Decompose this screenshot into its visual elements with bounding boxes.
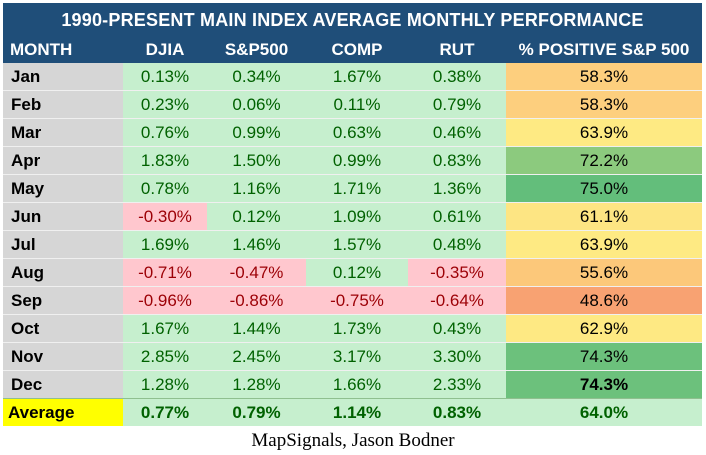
cell-sp500: 0.99% bbox=[207, 119, 306, 146]
cell-sp500: 2.45% bbox=[207, 343, 306, 370]
average-rut: 0.83% bbox=[408, 399, 506, 426]
cell-djia: 0.76% bbox=[123, 119, 207, 146]
cell-comp: 1.73% bbox=[306, 315, 408, 342]
cell-pct-positive: 72.2% bbox=[506, 147, 702, 174]
table-title: 1990-PRESENT MAIN INDEX AVERAGE MONTHLY … bbox=[3, 3, 702, 37]
cell-sp500: 1.28% bbox=[207, 371, 306, 398]
month-label: May bbox=[3, 175, 123, 202]
average-pct-positive: 64.0% bbox=[506, 399, 702, 426]
cell-comp: 1.66% bbox=[306, 371, 408, 398]
cell-djia: 0.23% bbox=[123, 91, 207, 118]
cell-sp500: 1.50% bbox=[207, 147, 306, 174]
cell-rut: -0.64% bbox=[408, 287, 506, 314]
month-label: Aug bbox=[3, 259, 123, 286]
cell-pct-positive: 75.0% bbox=[506, 175, 702, 202]
cell-djia: 1.28% bbox=[123, 371, 207, 398]
cell-djia: -0.96% bbox=[123, 287, 207, 314]
cell-pct-positive: 63.9% bbox=[506, 231, 702, 258]
header-comp: COMP bbox=[306, 37, 408, 63]
cell-djia: 0.13% bbox=[123, 63, 207, 90]
cell-rut: 2.33% bbox=[408, 371, 506, 398]
cell-pct-positive: 48.6% bbox=[506, 287, 702, 314]
cell-sp500: 0.12% bbox=[207, 203, 306, 230]
header-djia: DJIA bbox=[123, 37, 207, 63]
month-label: Feb bbox=[3, 91, 123, 118]
cell-pct-positive: 74.3% bbox=[506, 371, 702, 398]
cell-comp: 1.71% bbox=[306, 175, 408, 202]
cell-comp: 0.99% bbox=[306, 147, 408, 174]
month-label: Nov bbox=[3, 343, 123, 370]
cell-comp: 1.67% bbox=[306, 63, 408, 90]
cell-rut: 0.38% bbox=[408, 63, 506, 90]
month-label: Oct bbox=[3, 315, 123, 342]
cell-sp500: 1.46% bbox=[207, 231, 306, 258]
cell-pct-positive: 61.1% bbox=[506, 203, 702, 230]
cell-comp: -0.75% bbox=[306, 287, 408, 314]
average-separator bbox=[3, 398, 702, 399]
cell-sp500: 1.44% bbox=[207, 315, 306, 342]
cell-pct-positive: 74.3% bbox=[506, 343, 702, 370]
cell-comp: 1.57% bbox=[306, 231, 408, 258]
cell-rut: 0.61% bbox=[408, 203, 506, 230]
cell-rut: 3.30% bbox=[408, 343, 506, 370]
month-label: Jun bbox=[3, 203, 123, 230]
cell-pct-positive: 58.3% bbox=[506, 91, 702, 118]
cell-comp: 0.11% bbox=[306, 91, 408, 118]
cell-djia: 0.78% bbox=[123, 175, 207, 202]
cell-rut: 0.79% bbox=[408, 91, 506, 118]
average-comp: 1.14% bbox=[306, 399, 408, 426]
cell-rut: 0.48% bbox=[408, 231, 506, 258]
cell-sp500: -0.47% bbox=[207, 259, 306, 286]
cell-comp: 1.09% bbox=[306, 203, 408, 230]
average-sp500: 0.79% bbox=[207, 399, 306, 426]
average-djia: 0.77% bbox=[123, 399, 207, 426]
header-sp500: S&P500 bbox=[207, 37, 306, 63]
month-label: Dec bbox=[3, 371, 123, 398]
cell-rut: 0.43% bbox=[408, 315, 506, 342]
month-label: Mar bbox=[3, 119, 123, 146]
cell-comp: 0.63% bbox=[306, 119, 408, 146]
header-pct-positive: % POSITIVE S&P 500 bbox=[506, 37, 702, 63]
cell-pct-positive: 63.9% bbox=[506, 119, 702, 146]
cell-pct-positive: 55.6% bbox=[506, 259, 702, 286]
month-label: Sep bbox=[3, 287, 123, 314]
cell-djia: 2.85% bbox=[123, 343, 207, 370]
cell-djia: 1.69% bbox=[123, 231, 207, 258]
cell-sp500: -0.86% bbox=[207, 287, 306, 314]
header-month: MONTH bbox=[3, 37, 123, 63]
cell-rut: 0.83% bbox=[408, 147, 506, 174]
cell-pct-positive: 62.9% bbox=[506, 315, 702, 342]
header-rut: RUT bbox=[408, 37, 506, 63]
cell-comp: 3.17% bbox=[306, 343, 408, 370]
cell-djia: -0.30% bbox=[123, 203, 207, 230]
cell-djia: 1.83% bbox=[123, 147, 207, 174]
source-caption: MapSignals, Jason Bodner bbox=[251, 430, 455, 451]
cell-sp500: 0.34% bbox=[207, 63, 306, 90]
cell-djia: 1.67% bbox=[123, 315, 207, 342]
cell-pct-positive: 58.3% bbox=[506, 63, 702, 90]
average-label: Average bbox=[3, 399, 123, 426]
cell-sp500: 1.16% bbox=[207, 175, 306, 202]
cell-djia: -0.71% bbox=[123, 259, 207, 286]
cell-sp500: 0.06% bbox=[207, 91, 306, 118]
cell-comp: 0.12% bbox=[306, 259, 408, 286]
cell-rut: -0.35% bbox=[408, 259, 506, 286]
month-label: Jan bbox=[3, 63, 123, 90]
cell-rut: 0.46% bbox=[408, 119, 506, 146]
month-label: Apr bbox=[3, 147, 123, 174]
month-label: Jul bbox=[3, 231, 123, 258]
cell-rut: 1.36% bbox=[408, 175, 506, 202]
